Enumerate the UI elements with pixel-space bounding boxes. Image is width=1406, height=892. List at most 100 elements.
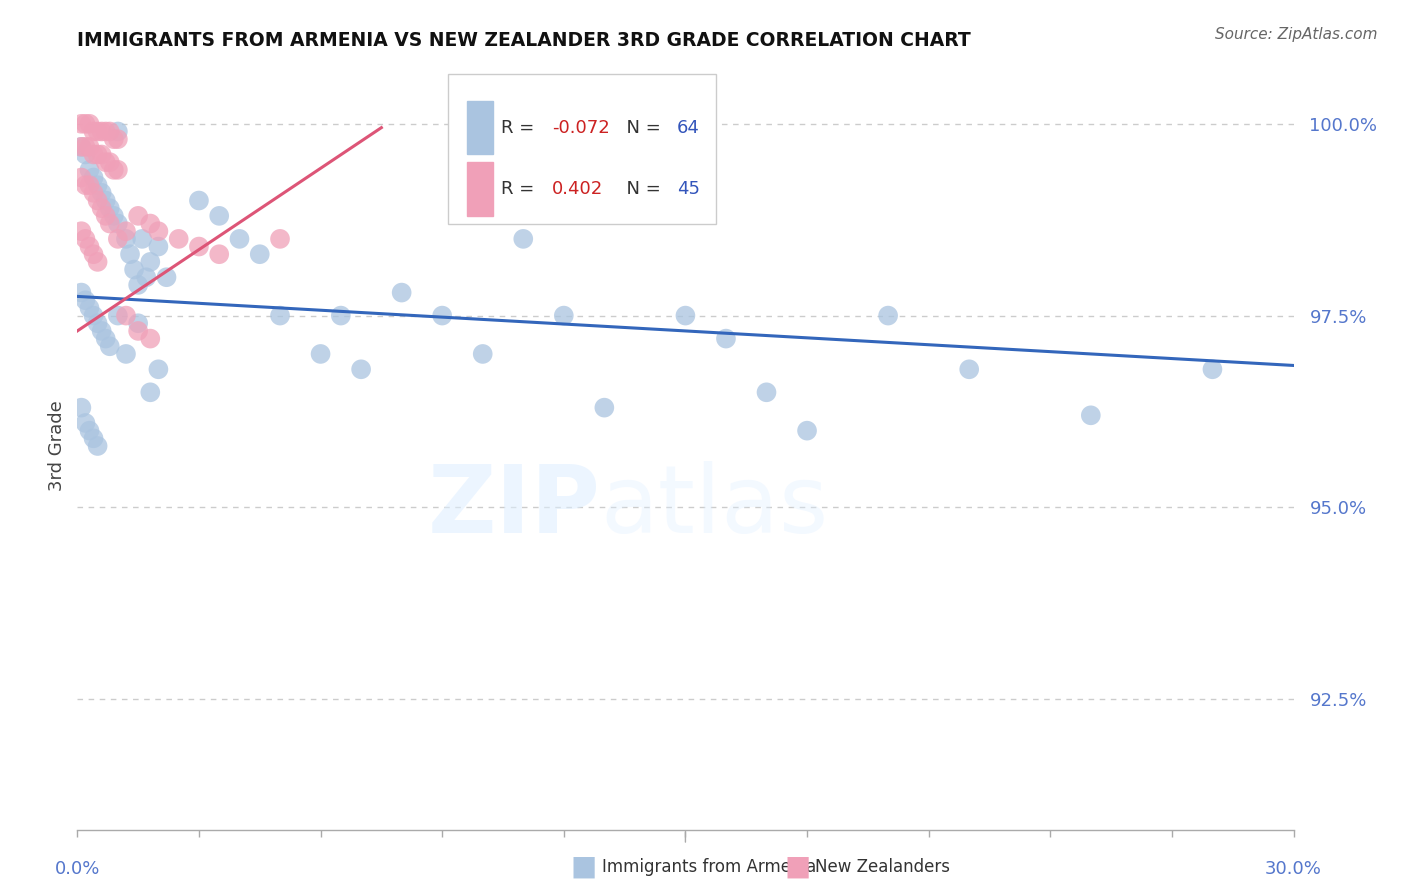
Point xyxy=(115,224,138,238)
Point xyxy=(188,239,211,253)
Point xyxy=(94,124,117,138)
Point xyxy=(103,209,125,223)
Point xyxy=(86,178,108,193)
Point xyxy=(75,416,97,430)
Point xyxy=(796,424,818,438)
Point xyxy=(75,147,97,161)
Point xyxy=(79,424,101,438)
Point xyxy=(675,309,697,323)
Point xyxy=(118,247,141,261)
Point xyxy=(228,232,250,246)
Point xyxy=(103,132,125,146)
Point xyxy=(107,124,129,138)
Point xyxy=(86,147,108,161)
Point xyxy=(208,247,231,261)
Point xyxy=(79,301,101,315)
Point xyxy=(107,232,129,246)
Point xyxy=(79,117,101,131)
Point xyxy=(115,309,138,323)
Y-axis label: 3rd Grade: 3rd Grade xyxy=(48,401,66,491)
FancyBboxPatch shape xyxy=(449,74,716,224)
Point xyxy=(98,155,121,169)
Point xyxy=(83,431,105,445)
Point xyxy=(79,162,101,177)
Point xyxy=(94,209,117,223)
Text: New Zealanders: New Zealanders xyxy=(815,858,950,876)
Point xyxy=(94,332,117,346)
Point xyxy=(70,140,93,154)
FancyBboxPatch shape xyxy=(467,101,494,154)
Point xyxy=(471,347,494,361)
Point xyxy=(139,255,162,269)
Point xyxy=(70,401,93,415)
Point xyxy=(98,201,121,215)
Point xyxy=(107,162,129,177)
Point xyxy=(131,232,153,246)
Point xyxy=(83,247,105,261)
Point xyxy=(75,232,97,246)
Point xyxy=(391,285,413,300)
Point xyxy=(86,255,108,269)
Point xyxy=(83,186,105,200)
Point xyxy=(83,124,105,138)
Point xyxy=(877,309,900,323)
Point xyxy=(75,117,97,131)
Point xyxy=(75,140,97,154)
Point xyxy=(79,239,101,253)
Point xyxy=(94,155,117,169)
Point xyxy=(309,347,332,361)
Point xyxy=(90,186,112,200)
Point xyxy=(107,132,129,146)
Point xyxy=(98,339,121,353)
Point xyxy=(75,178,97,193)
Point xyxy=(714,332,737,346)
Point xyxy=(98,124,121,138)
Point xyxy=(83,170,105,185)
Point xyxy=(107,217,129,231)
Text: atlas: atlas xyxy=(600,461,828,553)
Text: 0.402: 0.402 xyxy=(551,180,603,198)
Text: R =: R = xyxy=(501,180,546,198)
Point xyxy=(103,162,125,177)
Point xyxy=(90,201,112,215)
Text: -0.072: -0.072 xyxy=(551,119,609,136)
Text: Immigrants from Armenia: Immigrants from Armenia xyxy=(602,858,815,876)
Point xyxy=(188,194,211,208)
Point xyxy=(148,239,170,253)
Point xyxy=(70,285,93,300)
Point xyxy=(86,439,108,453)
Point xyxy=(70,224,93,238)
Point xyxy=(148,362,170,376)
Text: IMMIGRANTS FROM ARMENIA VS NEW ZEALANDER 3RD GRADE CORRELATION CHART: IMMIGRANTS FROM ARMENIA VS NEW ZEALANDER… xyxy=(77,30,972,50)
Point xyxy=(139,385,162,400)
Point xyxy=(957,362,980,376)
Point xyxy=(350,362,373,376)
Point xyxy=(1080,409,1102,423)
Point xyxy=(107,309,129,323)
Point xyxy=(75,293,97,308)
Point xyxy=(79,140,101,154)
Point xyxy=(127,209,149,223)
Point xyxy=(98,217,121,231)
Point xyxy=(553,309,575,323)
Point xyxy=(86,194,108,208)
Text: 45: 45 xyxy=(676,180,700,198)
FancyBboxPatch shape xyxy=(467,162,494,216)
Point xyxy=(70,117,93,131)
Point xyxy=(127,316,149,330)
Point xyxy=(139,217,162,231)
Point xyxy=(83,309,105,323)
Point xyxy=(155,270,177,285)
Text: ZIP: ZIP xyxy=(427,461,600,553)
Point xyxy=(90,324,112,338)
Text: ■: ■ xyxy=(785,853,810,881)
Point xyxy=(94,194,117,208)
Point xyxy=(269,232,291,246)
Point xyxy=(430,309,453,323)
Point xyxy=(122,262,145,277)
Point xyxy=(1201,362,1223,376)
Point xyxy=(115,347,138,361)
Point xyxy=(86,124,108,138)
Text: ■: ■ xyxy=(571,853,596,881)
Point xyxy=(167,232,190,246)
